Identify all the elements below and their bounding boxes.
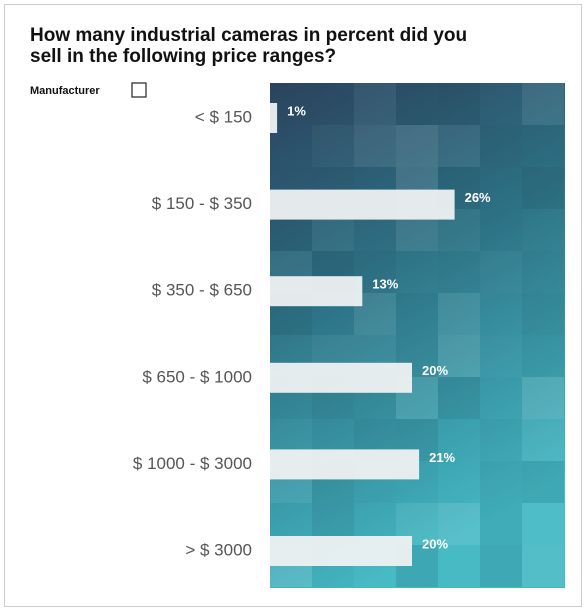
chart-title: sell in the following price ranges? bbox=[30, 46, 336, 67]
mosaic-tile bbox=[480, 335, 522, 377]
mosaic-tile bbox=[522, 503, 564, 545]
mosaic-tile bbox=[480, 251, 522, 293]
mosaic-tile bbox=[438, 377, 480, 419]
chart-title: How many industrial cameras in percent d… bbox=[30, 25, 467, 46]
bar bbox=[270, 103, 278, 133]
bar bbox=[270, 449, 420, 480]
mosaic-tile bbox=[522, 293, 564, 335]
mosaic-tile bbox=[396, 125, 438, 167]
value-label: 20% bbox=[422, 536, 448, 551]
mosaic-tile bbox=[438, 293, 480, 335]
mosaic-tile bbox=[480, 167, 522, 209]
mosaic-tile bbox=[522, 167, 564, 209]
bar bbox=[270, 276, 363, 307]
category-label: $ 1000 - $ 3000 bbox=[133, 454, 252, 473]
mosaic-tile bbox=[480, 125, 522, 167]
mosaic-tile bbox=[438, 461, 480, 503]
plot-background bbox=[270, 83, 565, 588]
mosaic-tile bbox=[396, 83, 438, 125]
mosaic-tile bbox=[522, 209, 564, 251]
background-mosaic bbox=[270, 83, 564, 587]
mosaic-tile bbox=[480, 461, 522, 503]
mosaic-tile bbox=[480, 503, 522, 545]
mosaic-tile bbox=[522, 545, 564, 587]
value-label: 20% bbox=[422, 363, 448, 378]
mosaic-tile bbox=[438, 251, 480, 293]
mosaic-tile bbox=[522, 377, 564, 419]
value-label: 13% bbox=[372, 277, 398, 292]
mosaic-tile bbox=[438, 83, 480, 125]
legend-label: Manufacturer bbox=[30, 85, 100, 97]
mosaic-tile bbox=[438, 125, 480, 167]
mosaic-tile bbox=[480, 419, 522, 461]
mosaic-tile bbox=[522, 335, 564, 377]
mosaic-tile bbox=[354, 83, 396, 125]
bar bbox=[270, 362, 412, 393]
mosaic-tile bbox=[522, 461, 564, 503]
mosaic-tile bbox=[480, 545, 522, 587]
category-label: > $ 3000 bbox=[185, 540, 252, 559]
mosaic-tile bbox=[396, 251, 438, 293]
mosaic-tile bbox=[480, 83, 522, 125]
mosaic-tile bbox=[480, 377, 522, 419]
mosaic-tile bbox=[312, 83, 354, 125]
value-label: 1% bbox=[287, 103, 306, 118]
value-label: 26% bbox=[465, 190, 491, 205]
category-label: < $ 150 bbox=[195, 107, 252, 126]
mosaic-tile bbox=[354, 125, 396, 167]
mosaic-tile bbox=[522, 251, 564, 293]
mosaic-tile bbox=[438, 335, 480, 377]
value-label: 21% bbox=[429, 450, 455, 465]
mosaic-tile bbox=[396, 293, 438, 335]
mosaic-tile bbox=[312, 125, 354, 167]
mosaic-tile bbox=[522, 125, 564, 167]
mosaic-tile bbox=[522, 419, 564, 461]
mosaic-tile bbox=[480, 209, 522, 251]
bar bbox=[270, 189, 455, 220]
legend-swatch bbox=[131, 82, 147, 98]
category-label: $ 150 - $ 350 bbox=[152, 194, 252, 213]
mosaic-tile bbox=[438, 503, 480, 545]
mosaic-tile bbox=[480, 293, 522, 335]
bar bbox=[270, 536, 412, 566]
category-label: $ 650 - $ 1000 bbox=[142, 367, 252, 386]
mosaic-tile bbox=[522, 83, 564, 125]
category-label: $ 350 - $ 650 bbox=[152, 281, 252, 300]
